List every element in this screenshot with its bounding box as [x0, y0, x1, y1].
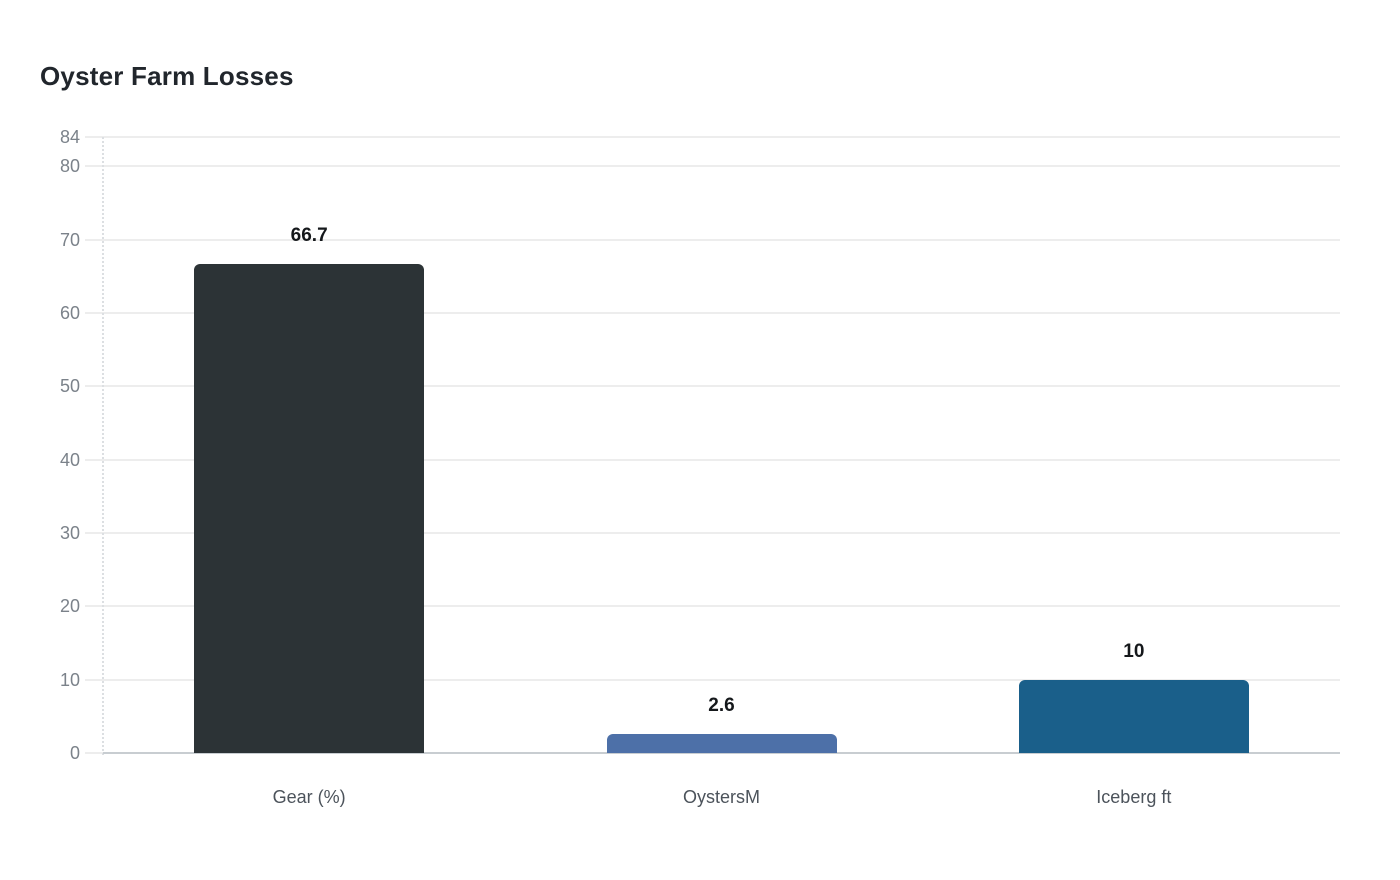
- y-axis-line: [102, 137, 104, 755]
- x-category-label: Gear (%): [272, 787, 346, 807]
- bar-value-label: 66.7: [290, 224, 328, 246]
- gridline: [85, 385, 1340, 388]
- y-tick-label: 70: [59, 229, 80, 250]
- y-tick-label: 50: [59, 376, 80, 397]
- bar-oystersm: [606, 733, 837, 753]
- gridline: [85, 458, 1340, 461]
- x-category-label: OystersM: [682, 787, 760, 807]
- gridline: [85, 532, 1340, 534]
- gridline: [85, 605, 1340, 608]
- x-category-label: Iceberg ft: [1096, 787, 1172, 807]
- y-tick-label: 80: [59, 156, 80, 177]
- y-tick-label: 30: [59, 523, 80, 543]
- y-tick-label: 10: [59, 669, 80, 690]
- gridline: [85, 136, 1340, 138]
- y-tick-label: 40: [59, 449, 80, 470]
- y-tick-label: 0: [69, 743, 80, 763]
- y-tick-label: 20: [59, 596, 80, 617]
- gridline: [85, 165, 1340, 168]
- bar-gear: [194, 263, 425, 753]
- chart-title: Oyster Farm Losses: [40, 61, 294, 91]
- y-tick-label: 60: [59, 303, 80, 323]
- bar-value-label: 10: [1123, 640, 1145, 662]
- bar-iceberg-ft: [1018, 679, 1249, 753]
- bar-value-label: 2.6: [708, 694, 735, 716]
- gridline: [85, 238, 1340, 241]
- zero-baseline: [103, 752, 1340, 754]
- gridline: [85, 312, 1340, 314]
- y-tick-label: 84: [59, 127, 80, 147]
- gridline: [85, 678, 1340, 681]
